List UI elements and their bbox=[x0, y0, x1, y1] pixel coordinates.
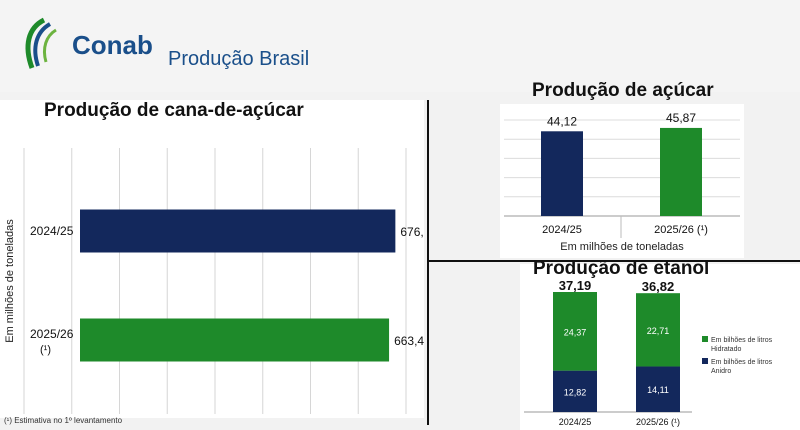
legend-label: Em bilhões de litros bbox=[711, 337, 773, 344]
section-title: Produção Brasil bbox=[168, 48, 310, 70]
bar-value-label: 663,44 bbox=[394, 334, 424, 348]
legend-label: Em bilhões de litros bbox=[711, 359, 773, 366]
category-label: 2024/25 bbox=[30, 224, 74, 238]
conab-logo-icon bbox=[25, 17, 57, 69]
bar-value-label: 45,87 bbox=[666, 111, 696, 125]
bar-value-label: 676,96 bbox=[400, 225, 424, 239]
etanol-chart: 12,82 24,37 37,19 2024/25 14,11 22,71 36,82 202… bbox=[524, 278, 773, 427]
bar-value-label: 44,12 bbox=[547, 114, 577, 128]
category-label: 2025/26 bbox=[30, 327, 74, 341]
anidro-segment bbox=[636, 366, 680, 412]
cana-panel bbox=[0, 100, 424, 418]
hidratado-segment bbox=[553, 292, 597, 371]
acucar-panel bbox=[500, 104, 744, 258]
y-axis-label: Em milhões de toneladas bbox=[4, 219, 16, 343]
total-label: 36,82 bbox=[642, 279, 675, 294]
category-label: 2024/25 bbox=[542, 224, 582, 236]
header: Conab Produção Brasil bbox=[0, 0, 800, 92]
category-label: 2025/26 (¹) bbox=[654, 224, 708, 236]
segment-value-label: 12,82 bbox=[564, 387, 587, 397]
bar-1 bbox=[541, 131, 583, 216]
bar-2 bbox=[80, 318, 390, 362]
vertical-divider bbox=[427, 100, 429, 425]
horizontal-divider bbox=[428, 260, 800, 262]
segment-value-label: 24,37 bbox=[564, 327, 587, 337]
total-label: 37,19 bbox=[559, 278, 592, 293]
category-label: 2025/26 (¹) bbox=[636, 417, 680, 427]
segment-value-label: 14,11 bbox=[647, 385, 669, 395]
x-axis-label: Em milhões de toneladas bbox=[560, 241, 684, 253]
cana-chart: Em milhões de toneladas 676,96 663,44 2024/… bbox=[4, 148, 424, 414]
acucar-chart-title: Produção de açúcar bbox=[532, 80, 714, 101]
category-label: 2024/25 bbox=[559, 417, 592, 427]
bar-1 bbox=[80, 209, 396, 253]
hidratado-segment bbox=[636, 293, 680, 367]
legend-label: Hidratado bbox=[711, 346, 741, 353]
legend-label: Anidro bbox=[711, 368, 731, 375]
etanol-chart-title: Produção de etanol bbox=[533, 258, 710, 279]
cana-chart-title: Produção de cana-de-açúcar bbox=[44, 100, 304, 121]
bar-2 bbox=[660, 127, 702, 216]
legend-swatch bbox=[702, 336, 708, 342]
acucar-chart: 44,12 2024/25 45,87 2025/26 (¹) Em milhões d… bbox=[504, 111, 740, 253]
segment-value-label: 22,71 bbox=[647, 326, 670, 336]
footnote: (¹) Estimativa no 1º levantamento bbox=[4, 416, 123, 425]
anidro-segment bbox=[553, 370, 597, 412]
legend-swatch bbox=[702, 358, 708, 364]
category-label-footnote: (¹) bbox=[40, 344, 51, 356]
logo-text: Conab bbox=[72, 30, 153, 60]
